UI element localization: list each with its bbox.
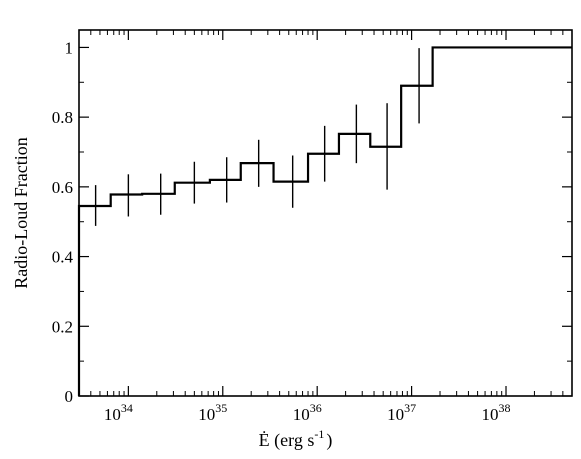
step-series: [77, 46, 572, 396]
x-tick-label-base: 10: [198, 405, 215, 424]
minor-ticks: [79, 30, 572, 396]
error-bars: [90, 48, 425, 226]
x-tick-label: 1036: [293, 401, 322, 424]
x-tick-label-exponent: 36: [310, 401, 322, 415]
x-tick-label-base: 10: [293, 405, 310, 424]
x-tick-label-exponent: 38: [499, 401, 511, 415]
x-tick-label-exponent: 35: [215, 401, 227, 415]
x-axis-label-exponent: -1: [314, 427, 324, 441]
x-tick-label-base: 10: [482, 405, 499, 424]
y-tick-label: 0.4: [52, 248, 74, 267]
major-ticks: [79, 30, 572, 397]
step-line: [77, 46, 572, 396]
x-tick-label: 1034: [104, 401, 133, 424]
x-tick-label-exponent: 34: [121, 401, 133, 415]
x-tick-label: 1038: [482, 401, 511, 424]
x-tick-label: 1037: [387, 401, 416, 424]
x-tick-label-base: 10: [387, 405, 404, 424]
y-tick-label: 0: [65, 387, 74, 406]
x-tick-label-base: 10: [104, 405, 121, 424]
y-tick-label: 0.2: [52, 317, 73, 336]
y-tick-label: 0.8: [52, 108, 73, 127]
plot-frame: [78, 29, 573, 397]
y-axis-label: Radio-Loud Fraction: [11, 137, 31, 288]
y-tick-label: 1: [65, 38, 74, 57]
x-tick-label: 1035: [198, 401, 227, 424]
x-axis-label-main: Ė (erg s: [259, 430, 315, 451]
x-tick-label-exponent: 37: [404, 401, 416, 415]
y-tick-label: 0.6: [52, 178, 73, 197]
x-axis-label-end: ): [326, 430, 332, 451]
x-axis-label: Ė (erg s-1): [259, 427, 333, 451]
